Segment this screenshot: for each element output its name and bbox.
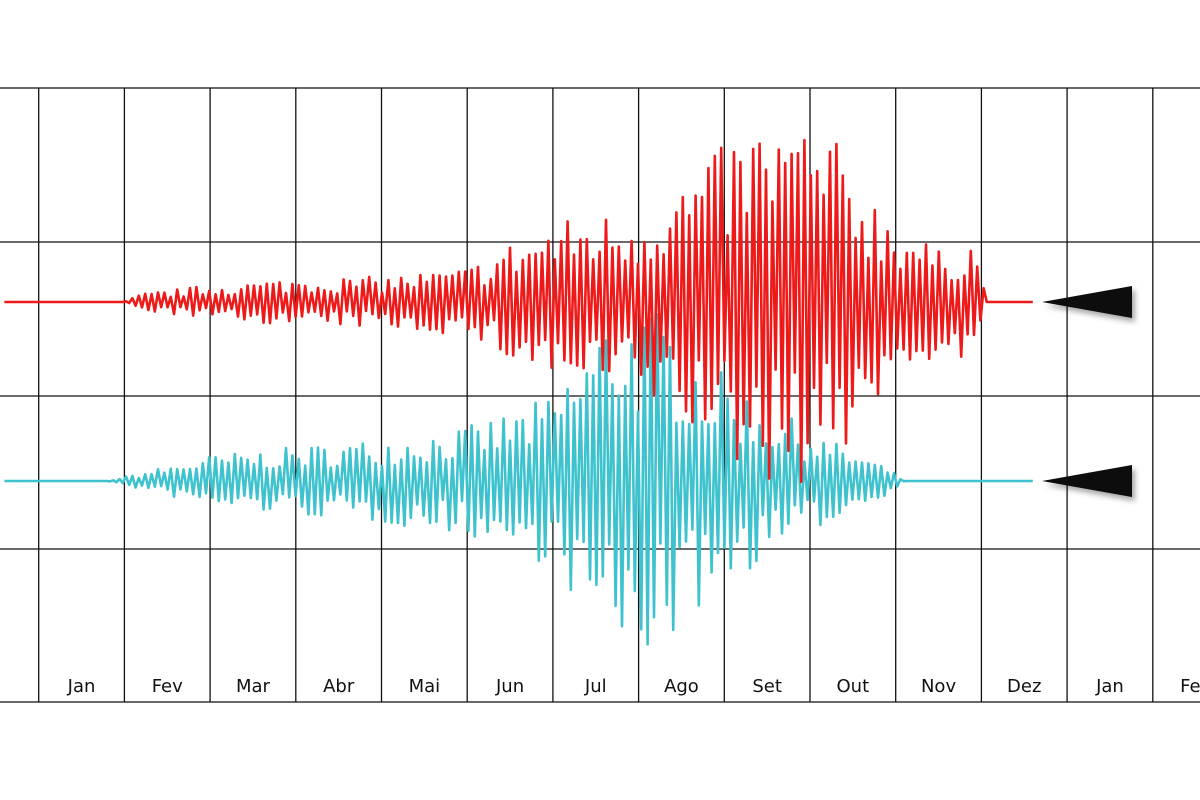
red-trace — [4, 138, 1033, 484]
month-label: Jan — [1095, 676, 1124, 697]
month-label: Ago — [664, 676, 699, 697]
pointer-triangle-icon — [1042, 286, 1132, 318]
month-label: Dez — [1007, 676, 1041, 697]
month-label: Out — [837, 676, 870, 697]
month-label: Mai — [409, 676, 441, 697]
seismic-traces — [4, 138, 1033, 646]
month-label: Jul — [584, 676, 607, 697]
month-label: Nov — [921, 676, 956, 697]
month-label: Abr — [323, 676, 355, 697]
month-label: Fev — [152, 676, 183, 697]
trace-pointers — [1042, 286, 1132, 497]
month-axis: z Jan Fev Mar Abr Mai Jun Jul Ago Set Out Nov Dez Jan… — [0, 676, 1200, 697]
month-label: z — [0, 676, 1, 697]
month-label: Mar — [236, 676, 271, 697]
month-label: Jan — [67, 676, 96, 697]
month-label: Jun — [495, 676, 524, 697]
cyan-trace — [4, 313, 1033, 646]
pointer-triangle-icon — [1042, 465, 1132, 497]
month-label: Fev — [1180, 676, 1200, 697]
month-label: Set — [752, 676, 782, 697]
